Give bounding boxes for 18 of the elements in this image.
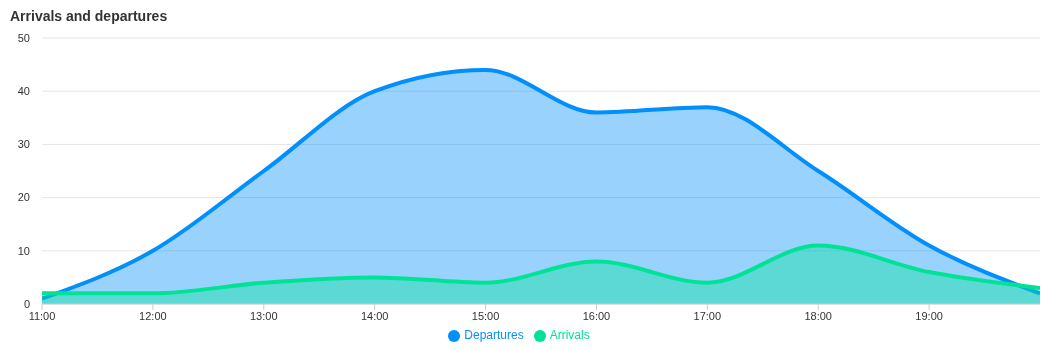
x-tick-label: 14:00 (360, 309, 389, 322)
x-tick-label: 11:00 (28, 309, 56, 322)
y-tick-label: 20 (17, 191, 30, 204)
y-tick-label: 0 (23, 297, 30, 310)
x-tick-label: 17:00 (693, 309, 722, 322)
legend-label: Departures (464, 328, 524, 342)
x-tick-label: 12:00 (139, 309, 167, 322)
x-tick-label: 13:00 (250, 309, 278, 322)
legend-label: Arrivals (549, 328, 590, 342)
y-tick-label: 40 (17, 85, 30, 98)
x-tick-label: 19:00 (915, 309, 943, 322)
y-tick-label: 10 (17, 244, 30, 257)
x-tick-label: 18:00 (804, 309, 832, 322)
y-tick-label: 50 (17, 31, 30, 44)
x-tick-label: 16:00 (582, 309, 611, 322)
chart-title: Arrivals and departures (9, 8, 169, 26)
y-tick-label: 30 (17, 138, 30, 151)
x-tick-label: 15:00 (471, 309, 500, 322)
